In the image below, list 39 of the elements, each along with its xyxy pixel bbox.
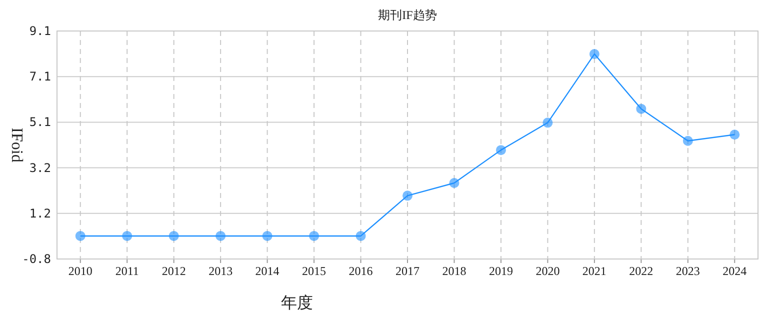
x-tick-label: 2015 — [302, 264, 326, 278]
y-tick-label: 9.1 — [29, 24, 51, 38]
x-tick-label: 2020 — [536, 264, 560, 278]
point — [356, 230, 366, 241]
point — [542, 118, 553, 128]
x-tick-label: 2012 — [162, 264, 186, 278]
chart-title: 期刊IF趋势 — [378, 8, 437, 22]
x-tick-label: 2017 — [396, 264, 420, 278]
point — [730, 130, 740, 140]
y-tick-label: -0.8 — [22, 252, 51, 266]
point — [122, 230, 132, 241]
x-tick-label: 2018 — [442, 264, 466, 278]
point — [496, 145, 506, 156]
x-tick-label: 2024 — [722, 264, 747, 278]
x-tick-label: 2023 — [676, 264, 700, 278]
point — [636, 104, 646, 114]
point — [682, 136, 693, 146]
x-tick-label: 2010 — [68, 264, 92, 278]
x-tick-label: 2011 — [115, 264, 139, 278]
x-axis-title: 年度 — [281, 294, 313, 312]
x-tick-label: 2014 — [255, 264, 280, 278]
x-tick-label: 2016 — [348, 264, 373, 278]
point — [262, 230, 272, 241]
y-tick-label: 5.1 — [29, 115, 51, 130]
point — [402, 190, 412, 201]
point — [168, 230, 179, 241]
x-tick-label: 2019 — [488, 264, 513, 278]
x-tick-label: 2022 — [629, 264, 654, 278]
x-tick-label: 2021 — [582, 264, 606, 278]
point — [309, 230, 320, 241]
point — [216, 230, 226, 241]
y-tick-label: 7.1 — [29, 70, 51, 84]
y-tick-label: 1.2 — [29, 206, 51, 220]
point — [589, 49, 600, 60]
y-axis-title: IFoid — [8, 128, 25, 162]
x-tick-label: 2013 — [208, 264, 233, 278]
point — [75, 230, 86, 241]
point — [449, 178, 460, 188]
y-tick-label: 3.2 — [29, 160, 51, 175]
